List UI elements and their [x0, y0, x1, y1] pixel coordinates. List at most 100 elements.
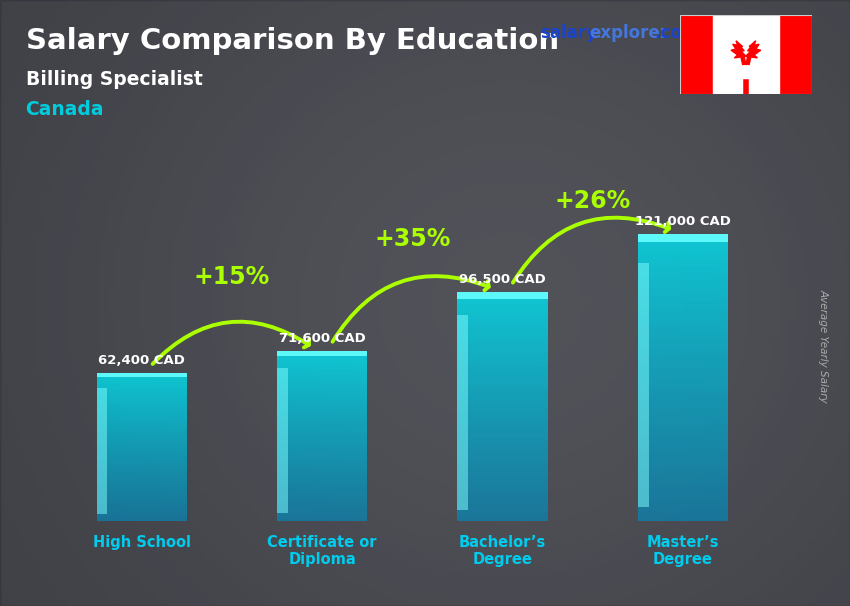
- Bar: [277, 355, 367, 358]
- Bar: [638, 442, 728, 446]
- Bar: [457, 341, 547, 344]
- Bar: [638, 255, 728, 259]
- Bar: [277, 396, 367, 398]
- Bar: [277, 351, 367, 356]
- Bar: [97, 467, 187, 469]
- Bar: [457, 398, 547, 401]
- Bar: [277, 359, 367, 362]
- Bar: [277, 368, 288, 513]
- Bar: [97, 488, 187, 490]
- Bar: [277, 496, 367, 498]
- Bar: [97, 464, 187, 465]
- Bar: [638, 464, 728, 467]
- Bar: [638, 262, 728, 266]
- Bar: [277, 432, 367, 434]
- Bar: [97, 449, 187, 451]
- Bar: [97, 390, 187, 391]
- Bar: [97, 465, 187, 467]
- Bar: [277, 390, 367, 391]
- Bar: [277, 387, 367, 390]
- Bar: [638, 496, 728, 499]
- Bar: [97, 438, 187, 440]
- Bar: [97, 475, 187, 477]
- Bar: [457, 364, 547, 367]
- Bar: [97, 402, 187, 404]
- Text: Salary Comparison By Education: Salary Comparison By Education: [26, 27, 558, 55]
- Bar: [277, 370, 367, 372]
- Bar: [457, 467, 547, 470]
- Bar: [97, 518, 187, 519]
- Bar: [97, 495, 187, 497]
- Text: +26%: +26%: [554, 189, 631, 213]
- Bar: [638, 270, 728, 273]
- Bar: [97, 512, 187, 514]
- Bar: [97, 388, 107, 514]
- Bar: [97, 482, 187, 484]
- Bar: [277, 372, 367, 375]
- Bar: [277, 362, 367, 364]
- Bar: [457, 292, 547, 295]
- Bar: [457, 424, 547, 427]
- Bar: [277, 468, 367, 470]
- Bar: [638, 342, 728, 345]
- Bar: [277, 398, 367, 400]
- Bar: [277, 402, 367, 404]
- Bar: [457, 441, 547, 444]
- Bar: [457, 295, 547, 298]
- Bar: [97, 381, 187, 382]
- Bar: [277, 351, 367, 353]
- Bar: [97, 479, 187, 481]
- Bar: [277, 458, 367, 459]
- Bar: [457, 318, 547, 321]
- Bar: [97, 456, 187, 458]
- Bar: [457, 513, 547, 516]
- Bar: [97, 458, 187, 460]
- Bar: [97, 471, 187, 473]
- Bar: [638, 417, 728, 421]
- Bar: [277, 430, 367, 432]
- Bar: [277, 483, 367, 485]
- Bar: [638, 402, 728, 406]
- Bar: [457, 395, 547, 398]
- Bar: [277, 487, 367, 489]
- Bar: [97, 418, 187, 419]
- Bar: [97, 419, 187, 421]
- Bar: [277, 408, 367, 411]
- Bar: [638, 320, 728, 324]
- Bar: [277, 404, 367, 407]
- Bar: [638, 273, 728, 277]
- Bar: [457, 321, 547, 324]
- Bar: [97, 507, 187, 508]
- Bar: [457, 510, 547, 513]
- Bar: [97, 516, 187, 518]
- Bar: [97, 504, 187, 507]
- Bar: [457, 430, 547, 432]
- Bar: [638, 331, 728, 335]
- Bar: [638, 388, 728, 392]
- Bar: [457, 384, 547, 387]
- Bar: [680, 15, 713, 94]
- Polygon shape: [731, 41, 761, 64]
- Bar: [97, 401, 187, 402]
- Bar: [97, 440, 187, 442]
- Bar: [638, 449, 728, 453]
- Bar: [277, 442, 367, 445]
- Bar: [638, 248, 728, 251]
- Bar: [277, 368, 367, 370]
- Bar: [97, 491, 187, 493]
- Bar: [97, 454, 187, 456]
- Bar: [277, 415, 367, 417]
- Bar: [638, 413, 728, 417]
- Bar: [97, 493, 187, 495]
- Bar: [638, 489, 728, 493]
- Bar: [638, 514, 728, 518]
- Bar: [277, 470, 367, 472]
- Bar: [638, 431, 728, 435]
- Bar: [277, 510, 367, 513]
- Bar: [97, 473, 187, 475]
- Bar: [277, 411, 367, 413]
- Bar: [638, 410, 728, 413]
- Bar: [457, 410, 547, 412]
- Bar: [277, 364, 367, 366]
- Bar: [277, 472, 367, 474]
